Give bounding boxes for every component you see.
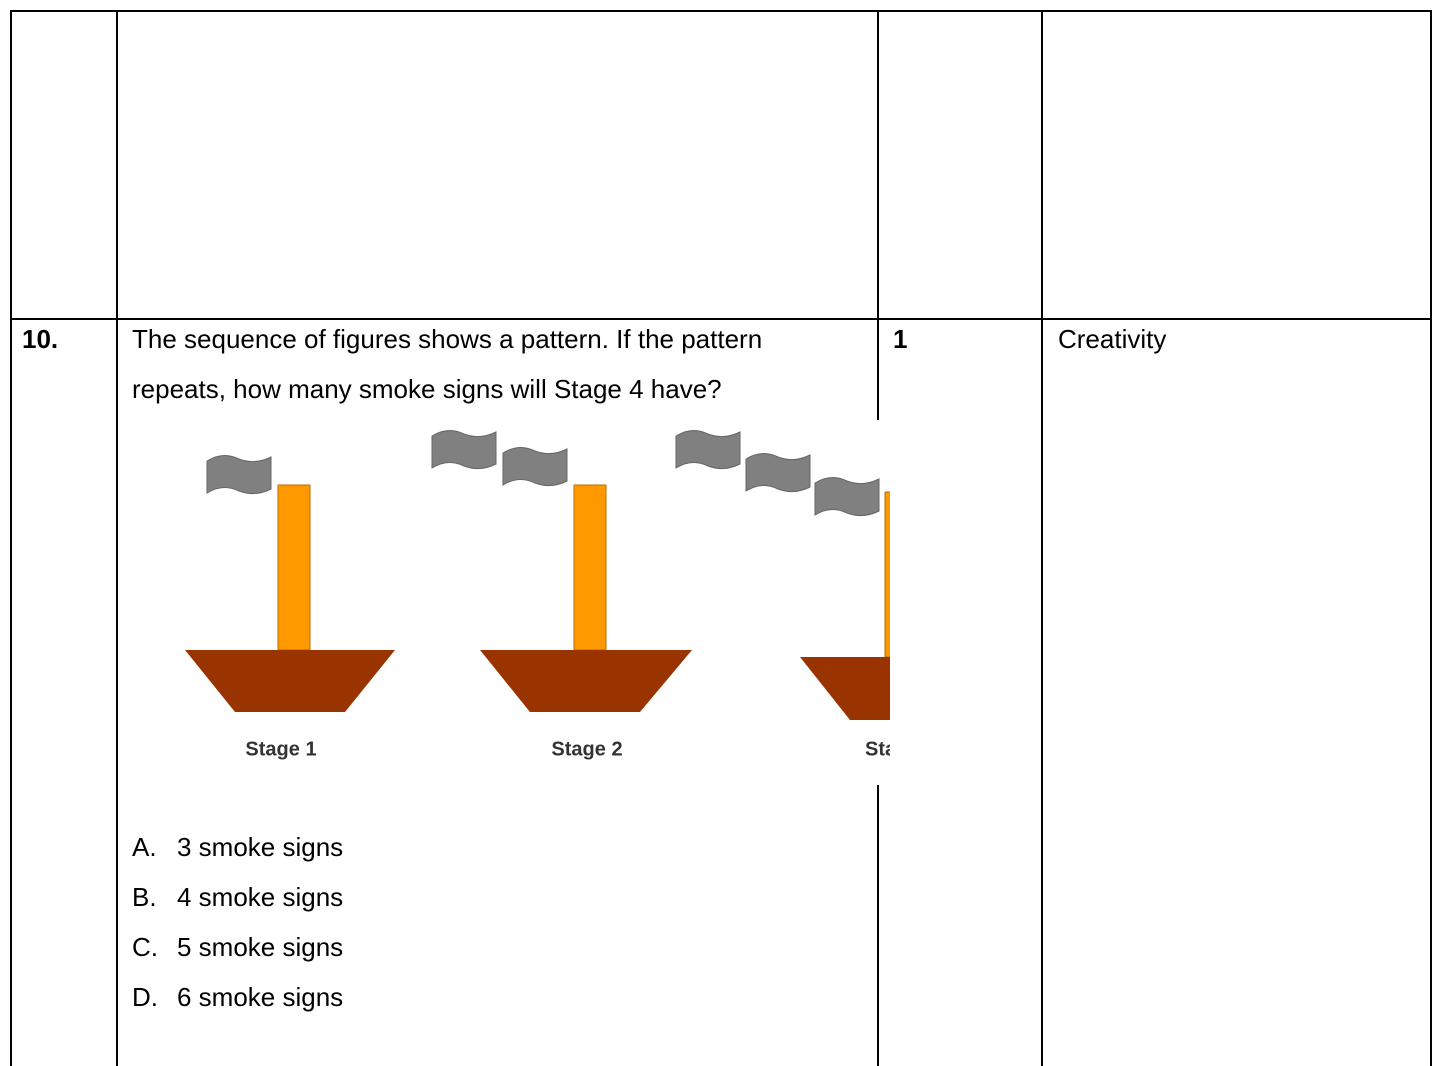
stage-label: Stage 2 [551,738,622,760]
option-text: 3 smoke signs [177,832,344,862]
option-letter: D. [132,982,158,1012]
border [10,10,12,1066]
border [1041,10,1043,1066]
option-letter: C. [132,932,158,962]
skill: Creativity [1058,324,1167,354]
option-text: 6 smoke signs [177,982,344,1012]
stage-label: Stage 1 [245,738,316,760]
option-text: 5 smoke signs [177,932,344,962]
question-number: 10. [22,324,59,354]
border [10,318,1432,320]
border [877,785,879,1066]
option-letter: A. [132,832,157,862]
stage-label: Stage 3 [865,738,890,760]
option-letter: B. [132,882,157,912]
border [116,10,118,1066]
border [1430,10,1432,1066]
border [877,10,879,420]
border [10,10,1432,12]
option-text: 4 smoke signs [177,882,344,912]
question-text: The sequence of figures shows a pattern.… [132,324,763,404]
figure: Stage 1 Stage 2 Stage 3 [130,420,890,785]
marks: 1 [893,324,908,354]
